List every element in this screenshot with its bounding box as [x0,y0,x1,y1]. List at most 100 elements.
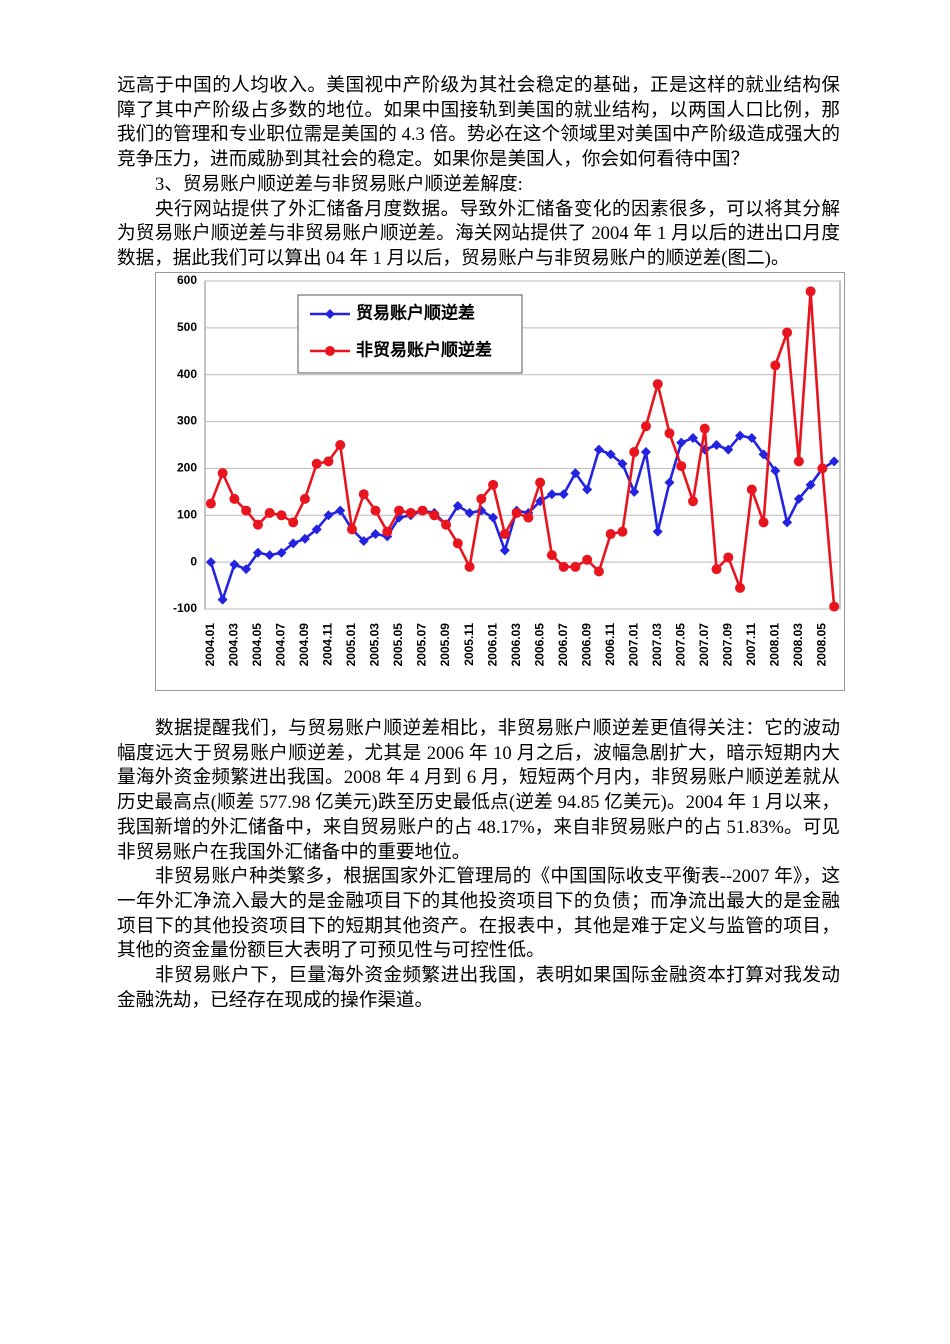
x-tick-label: 2006.11 [603,623,617,666]
point [711,440,722,450]
point [758,517,769,528]
point [723,444,734,455]
point [629,447,640,458]
point [488,479,499,490]
point [711,564,722,575]
point [558,561,569,572]
point [735,430,746,441]
point [323,456,334,467]
point [241,505,252,516]
point [652,379,663,390]
x-tick-label: 2006.03 [509,623,523,667]
point [464,507,475,518]
y-tick-label: -100 [173,601,197,615]
point [546,550,557,561]
point [346,524,357,535]
point [252,547,263,558]
x-tick-label: 2007.03 [650,623,664,667]
point [829,601,840,612]
point [241,564,252,575]
point [570,561,581,572]
point [264,507,275,518]
legend-box [297,294,523,374]
point [593,566,604,577]
point [394,505,405,516]
paragraph: 央行网站提供了外汇储备月度数据。导致外汇储备变化的因素很多，可以将其分解为贸易账… [117,198,840,269]
point [664,428,675,439]
point [793,493,804,504]
x-tick-label: 2008.01 [767,623,781,667]
x-tick-label: 2007.07 [697,623,711,667]
x-tick-label: 2004.07 [274,623,288,667]
x-tick-label: 2004.09 [297,623,311,667]
point [546,489,557,500]
point [311,458,322,469]
legend-label: 非贸易账户顺逆差 [356,339,492,359]
point [358,489,369,500]
y-tick-label: 400 [177,367,197,381]
x-tick-label: 2005.09 [438,623,452,667]
legend-marker [325,346,335,356]
point [640,421,651,432]
point [605,529,616,540]
point [452,500,463,511]
x-tick-label: 2006.07 [556,623,570,667]
y-tick-label: 100 [177,507,197,521]
point [570,468,581,479]
x-tick-label: 2008.03 [791,623,805,667]
point [299,533,310,544]
paragraph: 非贸易账户种类繁多，根据国家外汇管理局的《中国国际收支平衡表--2007 年》，… [117,866,840,962]
point [511,507,522,518]
x-tick-label: 2005.07 [415,623,429,667]
x-tick-label: 2007.09 [720,623,734,667]
point [452,538,463,549]
point [335,505,346,516]
x-tick-label: 2004.01 [203,623,217,667]
x-tick-label: 2004.11 [321,623,335,666]
point [805,479,816,490]
legend-marker [325,309,335,319]
point [688,496,699,507]
point [558,489,569,500]
point [664,477,675,488]
point [582,484,593,495]
point [488,512,499,523]
point [617,458,628,469]
paragraph: 远高于中国的人均收入。美国视中产阶级为其社会稳定的基础，正是这样的就业结构保障了… [117,75,840,171]
x-tick-label: 2007.05 [673,623,687,667]
x-tick-label: 2004.05 [250,623,264,667]
point [629,486,640,497]
point [676,437,687,448]
point [723,552,734,563]
point [793,456,804,467]
point [746,484,757,495]
paragraph: 3、贸易账户顺逆差与非贸易账户顺逆差解度: [155,173,523,195]
point [276,547,287,558]
point [370,505,381,516]
point [735,582,746,593]
y-tick-label: 200 [177,461,197,475]
point [535,477,546,488]
point [746,432,757,443]
x-tick-label: 2005.01 [344,623,358,667]
point [582,554,593,565]
point [370,529,381,540]
point [252,519,263,530]
x-tick-label: 2007.01 [626,623,640,667]
point [758,449,769,460]
y-tick-label: 300 [177,414,197,428]
point [429,510,440,521]
point [394,512,405,523]
text-after: 数据提醒我们，与贸易账户顺逆差相比，非贸易账户顺逆差更值得关注：它的波动幅度远大… [117,717,840,1013]
point [358,536,369,547]
x-tick-label: 2007.11 [744,623,758,666]
point [335,440,346,450]
point [593,444,604,455]
point [441,519,452,530]
point [205,557,216,568]
x-tick-label: 2004.03 [227,623,241,667]
point [652,526,663,537]
point [464,561,475,572]
point [476,493,487,504]
y-tick-label: 600 [177,273,197,287]
